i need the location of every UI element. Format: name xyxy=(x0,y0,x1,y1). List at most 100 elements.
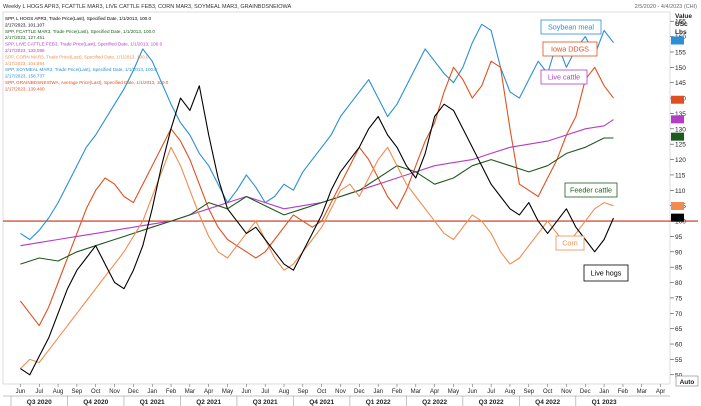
y-axis-title-line: Value xyxy=(675,13,692,20)
x-quarter-label: Q1 2022 xyxy=(366,399,391,406)
y-tick-label-155: 155 xyxy=(675,49,686,56)
x-quarter-label: Q4 2020 xyxy=(83,399,108,406)
x-month-label: Feb xyxy=(392,389,403,395)
y-tick-label-90: 90 xyxy=(675,249,683,256)
x-month-label: Oct xyxy=(543,389,553,395)
x-quarter-label: Q1 2023 xyxy=(592,399,617,406)
legend-line: SPP, L HOGS APR3, Trade Price(Last), Spe… xyxy=(5,16,152,21)
last-value-marker xyxy=(671,213,684,222)
annotation-box-live-cattle xyxy=(540,69,588,85)
auto-scale-label: Auto xyxy=(680,379,695,386)
x-month-label: Aug xyxy=(505,389,516,395)
x-month-label: Apr xyxy=(656,389,665,395)
y-tick-label-125: 125 xyxy=(675,142,686,149)
x-month-label: Mar xyxy=(411,389,421,395)
x-month-label: Nov xyxy=(561,389,572,395)
annotation-box-live-hogs xyxy=(583,264,629,282)
annotation-box-iowa-ddgs xyxy=(542,41,598,57)
x-quarter-label: Q1 2021 xyxy=(140,399,165,406)
axis-layer: 5055606570758085909510010511011512012513… xyxy=(3,13,699,406)
x-month-label: Jun xyxy=(467,389,477,395)
annotation-layer: Soybean meal Iowa DDGS Live cattle Feeder c… xyxy=(540,19,629,282)
annotation-box-soybean-meal xyxy=(540,19,602,35)
series-line-feeder-cattle xyxy=(20,137,614,265)
y-tick-label-75: 75 xyxy=(675,295,683,302)
series-line-soybean-meal xyxy=(20,23,614,241)
x-month-label: May xyxy=(448,389,459,395)
legend-line: SPP, FCATTLE MAR3, Trade Price(Last), Sp… xyxy=(5,29,155,34)
legend-line: 2/17/2023, 139.460 xyxy=(5,86,45,91)
y-tick-label-135: 135 xyxy=(675,111,686,118)
x-month-label: Nov xyxy=(109,389,120,395)
y-axis-title-line: USc xyxy=(675,21,688,28)
x-month-label: Nov xyxy=(335,389,346,395)
y-tick-label-150: 150 xyxy=(675,65,686,72)
x-month-label: Jul xyxy=(35,389,43,395)
annotation-box-feeder-cattle xyxy=(564,182,618,198)
x-month-label: Mar xyxy=(637,389,647,395)
y-tick-label-165: 165 xyxy=(675,19,686,26)
y-tick-label-70: 70 xyxy=(675,311,683,318)
x-month-label: Mar xyxy=(185,389,195,395)
y-tick-label-65: 65 xyxy=(675,326,683,333)
annotation-label-corn: Corn xyxy=(562,239,578,248)
legend-line: 2/17/2023, 127.451 xyxy=(5,35,45,40)
y-tick-label-60: 60 xyxy=(675,342,683,349)
x-month-label: Jan xyxy=(373,389,383,395)
legend-line: SPP, SOYMEAL MAR3, Trade Price(Last), Sp… xyxy=(5,67,157,72)
annotation-label-live-hogs: Live hogs xyxy=(591,269,622,278)
x-month-label: Sep xyxy=(72,389,83,395)
series-layer xyxy=(19,23,615,376)
series-line-live-hogs xyxy=(20,85,615,376)
x-month-label: Oct xyxy=(317,389,327,395)
auto-scale-box xyxy=(675,375,699,387)
x-quarter-label: Q2 2022 xyxy=(422,399,447,406)
legend-line: 2/17/2023, 133.086 xyxy=(5,48,45,53)
x-month-label: Jul xyxy=(261,389,269,395)
y-tick-label-85: 85 xyxy=(675,265,683,272)
annotation-label-soybean-meal: Soybean meal xyxy=(548,23,594,32)
legend-line: SPP, GRAINBDSNEIOWA, Average Price(Last)… xyxy=(5,80,169,85)
legend-line: 2/17/2023, 158.737 xyxy=(5,74,45,79)
annotation-label-live-cattle: Live cattle xyxy=(548,73,580,82)
legend-block: SPP, L HOGS APR3, Trade Price(Last), Spe… xyxy=(5,16,169,91)
y-tick-label-95: 95 xyxy=(675,234,683,241)
legend-line: 2/17/2023, 104.894 xyxy=(5,61,45,66)
x-month-label: Jul xyxy=(487,389,495,395)
annotation-label-iowa-ddgs: Iowa DDGS xyxy=(551,45,589,54)
y-tick-label-115: 115 xyxy=(675,172,686,179)
x-month-label: Dec xyxy=(354,389,365,395)
x-month-label: Sep xyxy=(297,389,308,395)
y-tick-label-145: 145 xyxy=(675,80,686,87)
x-quarter-label: Q3 2020 xyxy=(27,399,52,406)
series-line-corn xyxy=(20,146,614,369)
x-month-label: Sep xyxy=(523,389,534,395)
x-month-label: Jun xyxy=(242,389,252,395)
x-month-label: Apr xyxy=(430,389,439,395)
x-quarter-label: Q4 2022 xyxy=(535,399,560,406)
chart-header-right: 2/5/2020 - 4/4/2023 (CHI) xyxy=(635,4,698,10)
legend-line: SPP, LIVE CATTLE FEB3, Trade Price(Last)… xyxy=(5,42,163,47)
y-tick-label-80: 80 xyxy=(675,280,683,287)
x-month-label: Aug xyxy=(53,389,64,395)
x-quarter-label: Q3 2022 xyxy=(479,399,504,406)
x-month-label: Oct xyxy=(91,389,101,395)
last-value-marker xyxy=(671,202,684,211)
y-axis-title-line: Lbs xyxy=(675,29,687,36)
annotation-label-feeder-cattle: Feeder cattle xyxy=(570,186,612,195)
y-tick-label-120: 120 xyxy=(675,157,686,164)
x-month-label: Aug xyxy=(279,389,290,395)
annotation-box-corn xyxy=(555,235,585,251)
x-month-label: Jun xyxy=(16,389,26,395)
last-value-marker xyxy=(671,95,684,104)
x-month-label: Dec xyxy=(128,389,139,395)
y-tick-label-110: 110 xyxy=(675,188,686,195)
last-value-marker xyxy=(671,115,684,124)
x-quarter-label: Q4 2021 xyxy=(309,399,334,406)
x-month-label: Feb xyxy=(166,389,177,395)
y-tick-label-130: 130 xyxy=(675,126,686,133)
chart-header-left: Weekly L HOGS APR3, FCATTLE MAR3, LIVE C… xyxy=(3,4,292,10)
last-value-labels xyxy=(671,36,684,222)
